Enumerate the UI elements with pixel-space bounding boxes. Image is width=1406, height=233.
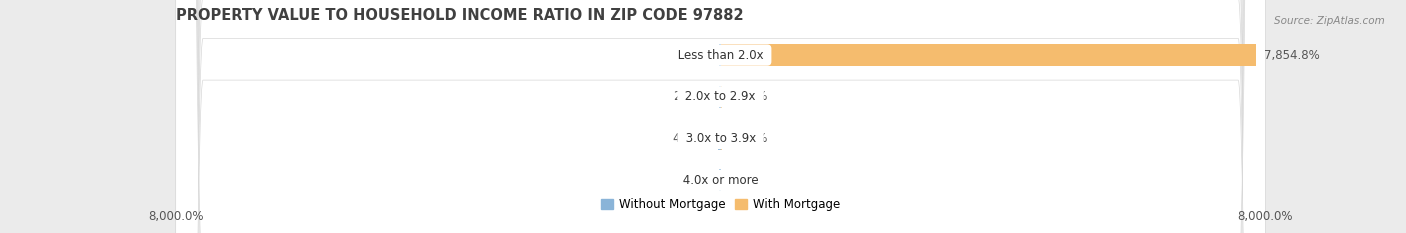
Text: 26.2%: 26.2%	[731, 132, 768, 145]
Text: 4.0x or more: 4.0x or more	[679, 174, 762, 187]
Text: 7,854.8%: 7,854.8%	[1264, 48, 1319, 62]
Text: 19.5%: 19.5%	[673, 174, 711, 187]
FancyBboxPatch shape	[176, 0, 1265, 233]
Text: 21.7%: 21.7%	[673, 90, 711, 103]
Text: Source: ZipAtlas.com: Source: ZipAtlas.com	[1274, 16, 1385, 26]
Bar	[721, 44, 1256, 66]
Text: 17.1%: 17.1%	[673, 48, 711, 62]
Text: Less than 2.0x: Less than 2.0x	[673, 48, 768, 62]
FancyBboxPatch shape	[176, 0, 1265, 233]
FancyBboxPatch shape	[176, 0, 1265, 233]
Bar	[721, 86, 723, 108]
Text: 22.9%: 22.9%	[730, 90, 768, 103]
FancyBboxPatch shape	[176, 0, 1265, 233]
Text: 2.0x to 2.9x: 2.0x to 2.9x	[682, 90, 759, 103]
Bar	[721, 127, 723, 150]
Text: PROPERTY VALUE TO HOUSEHOLD INCOME RATIO IN ZIP CODE 97882: PROPERTY VALUE TO HOUSEHOLD INCOME RATIO…	[176, 8, 744, 23]
Text: 12.6%: 12.6%	[730, 174, 768, 187]
Bar	[717, 127, 721, 150]
Bar	[718, 86, 721, 108]
Legend: Without Mortgage, With Mortgage: Without Mortgage, With Mortgage	[596, 193, 845, 216]
Text: 41.7%: 41.7%	[672, 132, 710, 145]
Text: 3.0x to 3.9x: 3.0x to 3.9x	[682, 132, 759, 145]
